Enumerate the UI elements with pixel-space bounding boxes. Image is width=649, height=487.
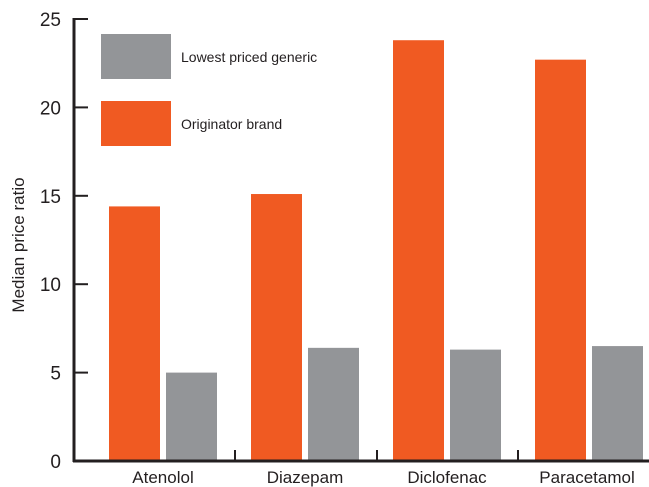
bar-paracetamol-generic (592, 346, 643, 461)
bar-diclofenac-generic (450, 349, 501, 461)
bar-atenolol-originator (109, 206, 160, 461)
x-category-labels: Atenolol Diazepam Diclofenac Paracetamol (132, 450, 635, 487)
y-tick-label: 25 (40, 10, 61, 31)
bar-diclofenac-originator (393, 40, 444, 461)
y-tick-label: 5 (50, 364, 61, 385)
x-category-label: Paracetamol (539, 468, 634, 487)
y-tick-label: 0 (50, 452, 61, 473)
legend-label: Lowest priced generic (181, 49, 317, 65)
y-axis-title: Median price ratio (9, 177, 28, 312)
y-ticks: 0 5 10 15 20 25 (40, 10, 88, 473)
x-category-label: Atenolol (132, 468, 193, 487)
y-tick-label: 10 (40, 275, 61, 296)
bar-diazepam-generic (308, 347, 359, 461)
legend-label: Originator brand (181, 116, 282, 132)
bar-paracetamol-originator (535, 59, 586, 461)
y-tick-label: 15 (40, 187, 61, 208)
bar-diazepam-originator (251, 194, 302, 462)
x-category-label: Diclofenac (407, 468, 487, 487)
bars-layer (109, 40, 643, 462)
x-category-label: Diazepam (267, 468, 344, 487)
legend-swatch (101, 34, 171, 79)
axes-layer (72, 18, 649, 463)
y-tick-label: 20 (40, 98, 61, 119)
legend-swatch (101, 101, 171, 146)
legend: Lowest priced generic Originator brand (101, 34, 317, 146)
bar-atenolol-generic (166, 372, 217, 461)
